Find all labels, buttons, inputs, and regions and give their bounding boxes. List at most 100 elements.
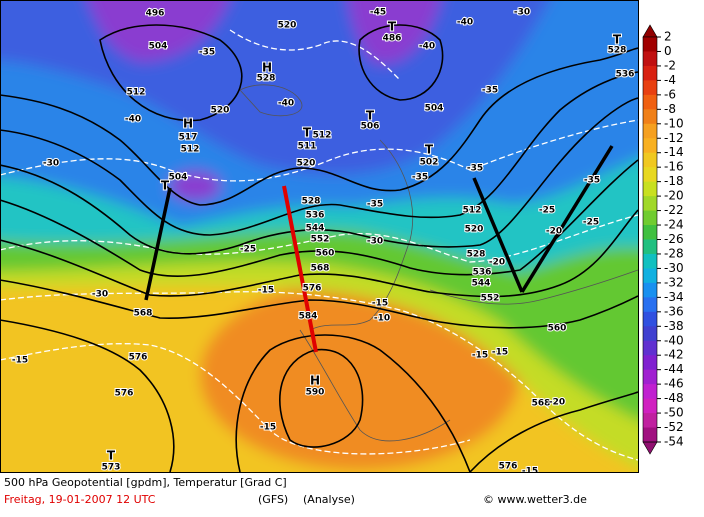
map-label: 568	[134, 309, 153, 319]
colorbar-arrow	[642, 24, 658, 38]
map-label: -40	[125, 115, 141, 125]
colorbar-label: -2	[664, 58, 676, 72]
map-label: 536	[473, 268, 492, 278]
map-label: -40	[457, 18, 473, 28]
map-label: 520	[297, 159, 316, 169]
map-label: 511	[298, 142, 317, 152]
colorbar-band	[643, 210, 657, 226]
colorbar-band	[643, 109, 657, 125]
map-label: -40	[419, 42, 435, 52]
colorbar-label: -22	[664, 203, 684, 217]
map-label: 568	[532, 399, 551, 409]
map-label: T	[161, 179, 170, 193]
map-label: -40	[278, 99, 294, 109]
map-label: 528	[302, 197, 321, 207]
map-label: 520	[278, 21, 297, 31]
map-label: 512	[181, 145, 200, 155]
colorbar-band	[643, 282, 657, 298]
map-label: -20	[549, 398, 565, 408]
colorbar-band	[643, 311, 657, 327]
colorbar-band	[643, 268, 657, 284]
colorbar-band	[643, 253, 657, 269]
map-label: 512	[127, 88, 146, 98]
colorbar-band	[643, 326, 657, 342]
map-label: -45	[370, 8, 386, 18]
map-label: 520	[211, 106, 230, 116]
footer-run: (Analyse)	[303, 493, 355, 506]
colorbar-label: -10	[664, 116, 684, 130]
colorbar-band	[643, 225, 657, 240]
map-label: 573	[102, 463, 121, 473]
footer-model: (GFS)	[258, 493, 288, 506]
map-label: -20	[489, 258, 505, 268]
map-label: 590	[306, 388, 325, 398]
colorbar-band	[643, 297, 657, 313]
map-label: 544	[472, 279, 491, 289]
colorbar-label: -50	[664, 406, 684, 420]
colorbar-label: -26	[664, 232, 684, 246]
colorbar-band	[643, 340, 657, 356]
colorbar: 20-2-4-6-8-10-12-14-16-18-20-22-24-26-28…	[642, 24, 684, 455]
colorbar-label: -52	[664, 420, 684, 434]
map-label: 496	[146, 9, 165, 19]
map-label: T	[388, 20, 397, 34]
map-label: 504	[149, 42, 168, 52]
colorbar-band	[643, 80, 657, 96]
footer-date: Freitag, 19-01-2007 12 UTC	[4, 493, 156, 506]
map-label: -25	[583, 218, 599, 228]
geopotential-contours	[0, 24, 638, 472]
cross-section-line	[282, 185, 318, 353]
colorbar-band	[643, 196, 657, 212]
colorbar-label: -18	[664, 174, 684, 188]
footer-credit: © www.wetter3.de	[483, 493, 587, 506]
map-label: -15	[260, 423, 276, 433]
colorbar-label: 2	[664, 30, 672, 44]
map-label: 576	[129, 353, 148, 363]
map-label: -35	[199, 48, 215, 58]
colorbar-band	[643, 65, 657, 81]
colorbar-label: -20	[664, 189, 684, 203]
map-label: 504	[425, 104, 444, 114]
map-label: -10	[374, 314, 390, 324]
colorbar-label: -28	[664, 246, 684, 260]
map-label: -35	[482, 86, 498, 96]
map-label: 506	[361, 122, 380, 132]
map-label: -35	[367, 200, 383, 210]
colorbar-label: -14	[664, 145, 684, 159]
map-label: -15	[12, 356, 28, 366]
colorbar-band	[643, 94, 657, 110]
map-label: -35	[467, 164, 483, 174]
colorbar-band	[643, 138, 657, 154]
map-label: H	[183, 117, 193, 131]
map-label: -20	[546, 227, 562, 237]
map-label: -15	[522, 467, 538, 477]
map-label: -15	[472, 351, 488, 361]
map-label: -25	[240, 245, 256, 255]
map-label: -35	[412, 173, 428, 183]
map-label: H	[310, 374, 320, 388]
colorbar-band	[643, 355, 657, 371]
map-label: -15	[372, 299, 388, 309]
map-label: -30	[367, 237, 383, 247]
map-label: 568	[311, 264, 330, 274]
map-label: T	[425, 143, 434, 157]
colorbar-arrow	[642, 441, 658, 455]
map-label: 528	[467, 250, 486, 260]
map-label: T	[303, 126, 312, 140]
colorbar-label: -6	[664, 87, 676, 101]
map-label: 486	[383, 34, 402, 44]
map-label: 502	[420, 158, 439, 168]
colorbar-band	[643, 427, 657, 443]
colorbar-label: -36	[664, 304, 684, 318]
colorbar-label: -30	[664, 261, 684, 275]
colorbar-band	[643, 369, 657, 385]
map-label: -35	[584, 176, 600, 186]
colorbar-band	[643, 167, 657, 183]
colorbar-band	[643, 181, 657, 197]
map-label: T	[107, 449, 116, 463]
map-label: T	[366, 109, 375, 123]
map-label: -15	[492, 348, 508, 358]
colorbar-label: -16	[664, 160, 684, 174]
map-label: 536	[616, 70, 635, 80]
colorbar-label: -48	[664, 391, 684, 405]
